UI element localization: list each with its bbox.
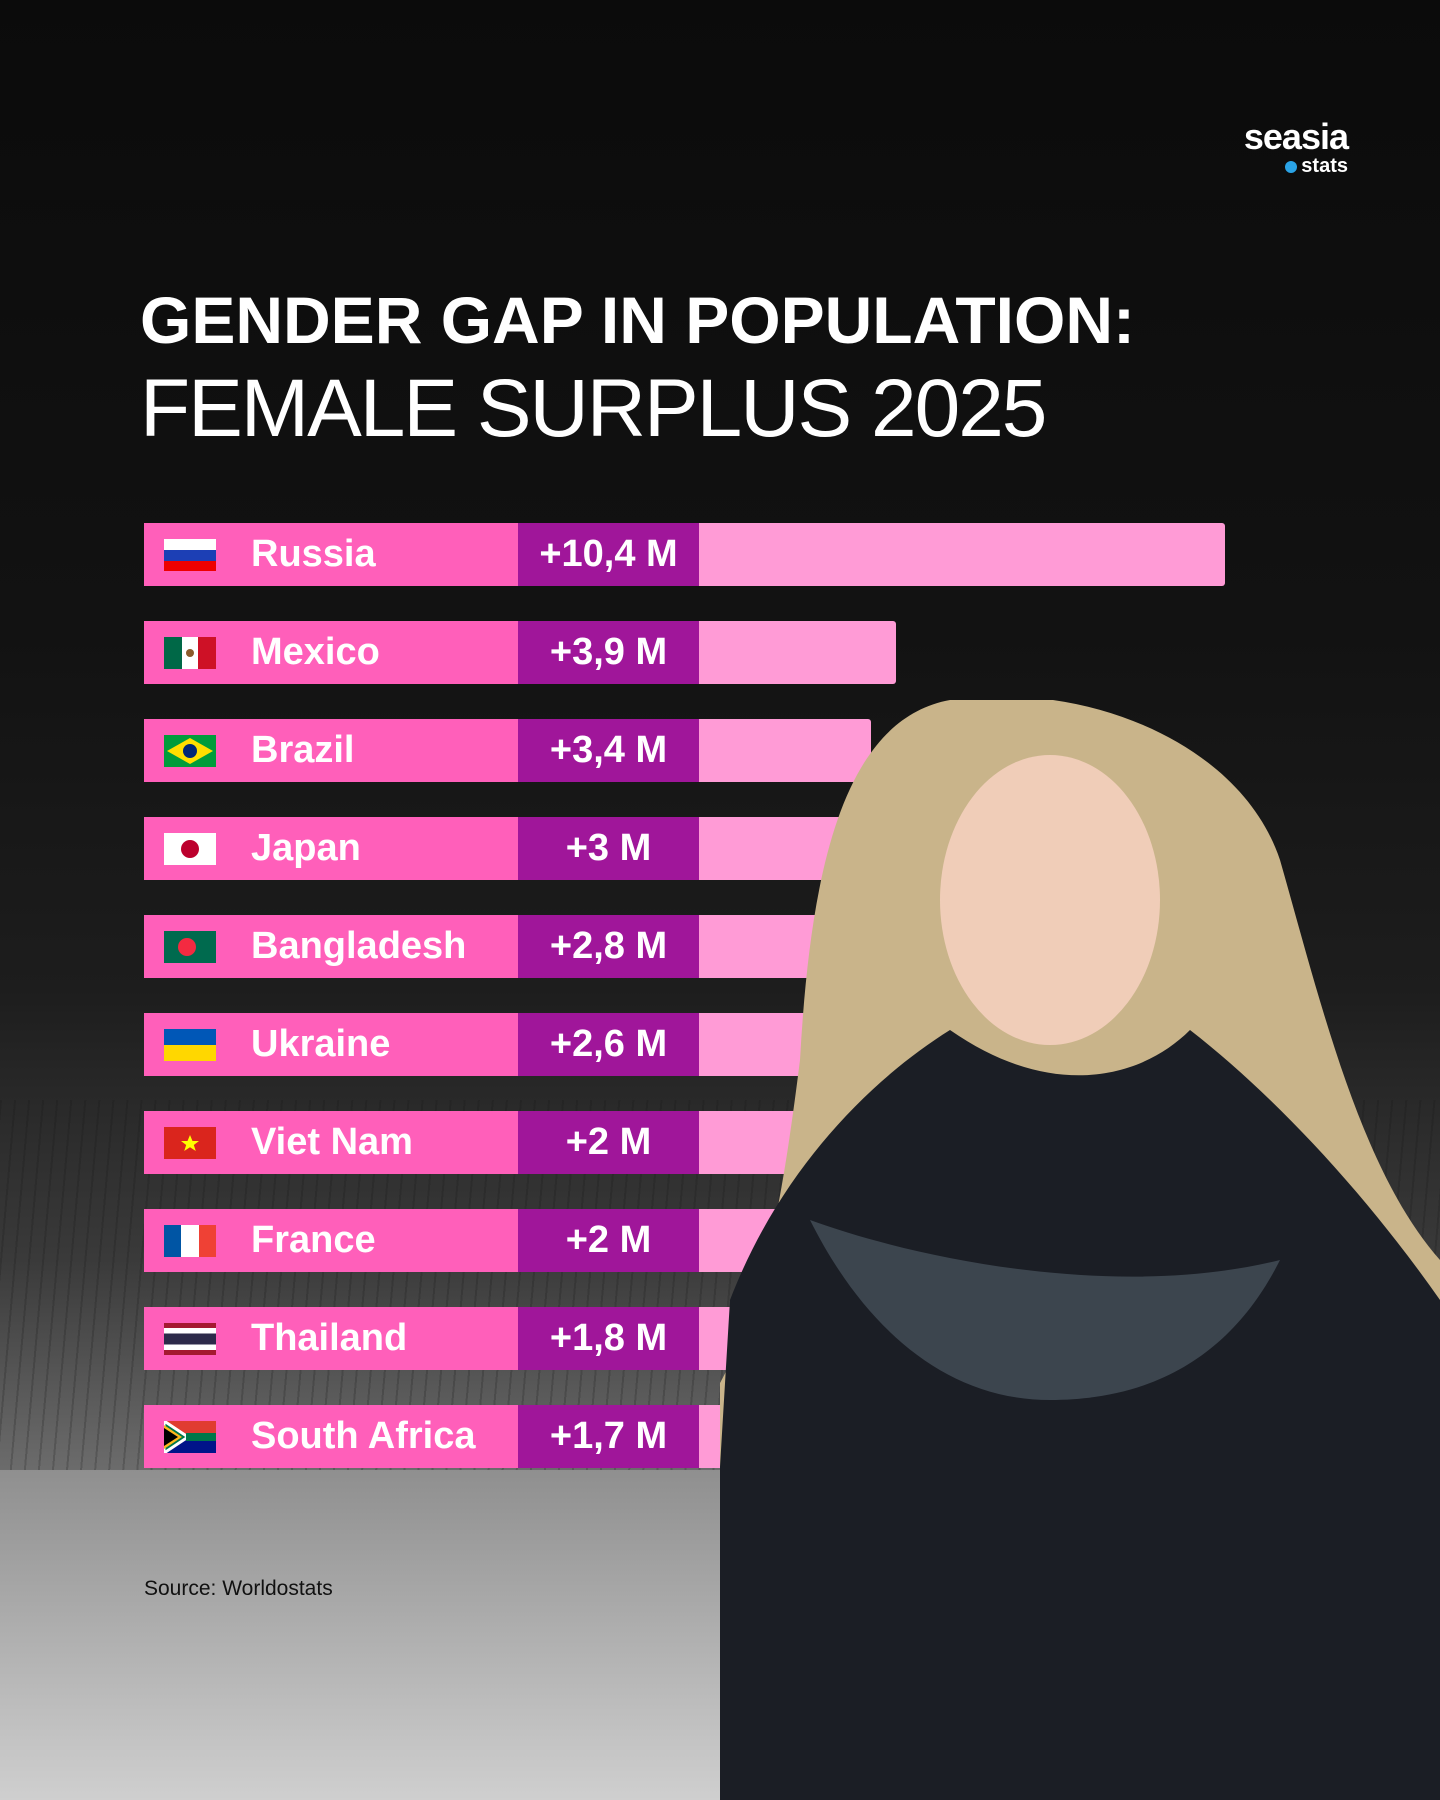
bar-fill (699, 1111, 801, 1174)
background-snow (0, 1470, 1440, 1800)
value-label: +3 M (518, 817, 699, 880)
title-line-2: FEMALE SURPLUS 2025 (140, 363, 1047, 454)
source-note: Source: Worldostats (144, 1577, 333, 1600)
value-label: +3,9 M (518, 621, 699, 684)
country-label: Mexico (251, 631, 380, 673)
logo-sub: stats (1301, 155, 1348, 177)
bar-label-segment: Viet Nam (144, 1111, 518, 1174)
bar-fill (699, 915, 841, 978)
logo-brand: seasia (1243, 116, 1349, 157)
bar-label-segment: France (144, 1209, 518, 1272)
country-label: Viet Nam (251, 1121, 413, 1163)
bar-fill (699, 719, 871, 782)
globe-icon (1285, 160, 1298, 173)
value-label: +2 M (518, 1111, 699, 1174)
country-label: Ukraine (251, 1023, 391, 1065)
country-label: Japan (251, 827, 361, 869)
country-label: South Africa (251, 1415, 476, 1457)
bar-fill (699, 1307, 791, 1370)
bar-fill (699, 1209, 801, 1272)
bar-label-segment: Thailand (144, 1307, 518, 1370)
south-africa-flag-icon (164, 1421, 216, 1453)
ukraine-flag-icon (164, 1029, 216, 1061)
value-label: +1,8 M (518, 1307, 699, 1370)
france-flag-icon (164, 1225, 216, 1257)
bar-label-segment: Russia (144, 523, 518, 586)
brazil-flag-icon (164, 735, 216, 767)
brand-logo: seasia stats (1223, 116, 1349, 177)
bar-label-segment: Bangladesh (144, 915, 518, 978)
country-label: Russia (251, 533, 376, 575)
title-line-1: GENDER GAP IN POPULATION: (140, 283, 1135, 357)
bar-label-segment: South Africa (144, 1405, 518, 1468)
country-label: Thailand (251, 1317, 408, 1359)
bar-fill (699, 621, 897, 684)
thailand-flag-icon (164, 1323, 216, 1355)
bar-label-segment: Japan (144, 817, 518, 880)
country-label: Bangladesh (251, 925, 467, 967)
vietnam-flag-icon (164, 1127, 216, 1159)
japan-flag-icon (164, 833, 216, 865)
value-label: +3,4 M (518, 719, 699, 782)
value-label: +1,7 M (518, 1405, 699, 1468)
value-label: +10,4 M (518, 523, 699, 586)
russia-flag-icon (164, 539, 216, 571)
bar-fill (699, 1013, 831, 1076)
mexico-flag-icon (164, 637, 216, 669)
value-label: +2,8 M (518, 915, 699, 978)
value-label: +2 M (518, 1209, 699, 1272)
bar-label-segment: Brazil (144, 719, 518, 782)
country-label: France (251, 1219, 376, 1261)
country-label: Brazil (251, 729, 355, 771)
bar-label-segment: Mexico (144, 621, 518, 684)
bar-fill (699, 523, 1226, 586)
bar-label-segment: Ukraine (144, 1013, 518, 1076)
bar-fill (699, 1405, 785, 1468)
value-label: +2,6 M (518, 1013, 699, 1076)
bar-fill (699, 817, 851, 880)
bangladesh-flag-icon (164, 931, 216, 963)
